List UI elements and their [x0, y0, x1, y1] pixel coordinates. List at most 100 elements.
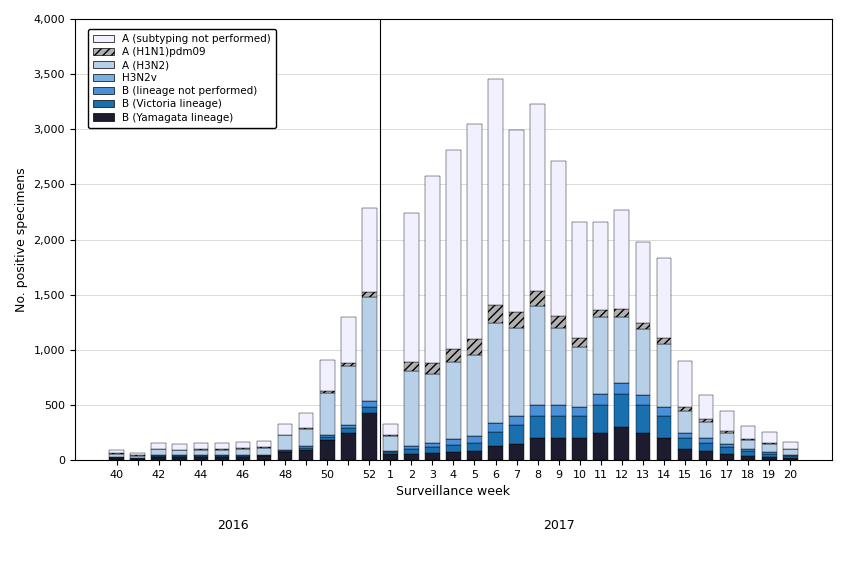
- Bar: [720, 411, 734, 431]
- Bar: [425, 176, 440, 363]
- Bar: [109, 450, 124, 453]
- Bar: [594, 405, 608, 432]
- Bar: [656, 258, 672, 339]
- Bar: [320, 393, 335, 435]
- Bar: [109, 454, 124, 457]
- Bar: [573, 347, 587, 407]
- Bar: [362, 413, 377, 460]
- Bar: [152, 457, 166, 460]
- Bar: [635, 395, 650, 405]
- Bar: [783, 442, 798, 448]
- Bar: [257, 455, 271, 456]
- Bar: [761, 457, 777, 460]
- Bar: [720, 431, 734, 432]
- Bar: [173, 444, 187, 450]
- Bar: [446, 439, 461, 445]
- Bar: [257, 456, 271, 460]
- Bar: [257, 448, 271, 455]
- Bar: [614, 317, 629, 383]
- Bar: [214, 457, 230, 460]
- Bar: [235, 457, 251, 460]
- Bar: [635, 242, 650, 323]
- Bar: [594, 432, 608, 460]
- Bar: [678, 432, 692, 438]
- Bar: [340, 363, 356, 366]
- Bar: [741, 449, 756, 451]
- Bar: [446, 349, 461, 362]
- Bar: [214, 456, 230, 457]
- Bar: [468, 451, 482, 460]
- Bar: [383, 451, 398, 452]
- Bar: [614, 394, 629, 427]
- Bar: [720, 444, 734, 447]
- Bar: [741, 451, 756, 456]
- Bar: [656, 416, 672, 438]
- Bar: [425, 363, 440, 374]
- Bar: [193, 450, 208, 455]
- Bar: [468, 356, 482, 436]
- Bar: [741, 426, 756, 439]
- Bar: [573, 407, 587, 416]
- Bar: [320, 437, 335, 440]
- Bar: [635, 329, 650, 395]
- Bar: [741, 456, 756, 460]
- Bar: [383, 435, 398, 436]
- Bar: [594, 222, 608, 310]
- Bar: [404, 371, 418, 446]
- Bar: [362, 208, 377, 292]
- Bar: [383, 424, 398, 435]
- X-axis label: Surveillance week: Surveillance week: [396, 485, 511, 498]
- Bar: [783, 455, 798, 456]
- Bar: [446, 445, 461, 452]
- Bar: [468, 443, 482, 451]
- Bar: [235, 449, 251, 455]
- Bar: [446, 150, 461, 349]
- Bar: [594, 310, 608, 317]
- Bar: [488, 423, 503, 431]
- Bar: [320, 435, 335, 437]
- Bar: [530, 104, 545, 291]
- Bar: [278, 424, 292, 435]
- Bar: [656, 438, 672, 460]
- Bar: [678, 411, 692, 432]
- Bar: [656, 407, 672, 416]
- Bar: [340, 432, 356, 460]
- Bar: [404, 213, 418, 362]
- Bar: [761, 453, 777, 457]
- Bar: [193, 456, 208, 457]
- Bar: [404, 362, 418, 371]
- Bar: [761, 432, 777, 443]
- Legend: A (subtyping not performed), A (H1N1)pdm09, A (H3N2), H3N2v, B (lineage not perf: A (subtyping not performed), A (H1N1)pdm…: [88, 28, 276, 128]
- Bar: [761, 444, 777, 452]
- Bar: [573, 416, 587, 438]
- Bar: [699, 422, 713, 438]
- Bar: [635, 432, 650, 460]
- Bar: [468, 339, 482, 356]
- Bar: [741, 440, 756, 449]
- Bar: [383, 452, 398, 453]
- Bar: [761, 443, 777, 444]
- Bar: [278, 451, 292, 452]
- Bar: [509, 425, 524, 444]
- Bar: [468, 124, 482, 339]
- Bar: [614, 383, 629, 394]
- Bar: [720, 453, 734, 460]
- Bar: [635, 323, 650, 329]
- Bar: [678, 407, 692, 411]
- Bar: [656, 339, 672, 344]
- Bar: [488, 323, 503, 423]
- Bar: [741, 439, 756, 440]
- Bar: [783, 456, 798, 458]
- Bar: [678, 361, 692, 407]
- Bar: [573, 338, 587, 347]
- Bar: [614, 427, 629, 460]
- Bar: [299, 429, 313, 447]
- Bar: [320, 391, 335, 393]
- Bar: [783, 458, 798, 460]
- Bar: [152, 443, 166, 449]
- Bar: [720, 432, 734, 444]
- Bar: [530, 438, 545, 460]
- Bar: [614, 309, 629, 317]
- Bar: [551, 416, 566, 438]
- Bar: [551, 328, 566, 405]
